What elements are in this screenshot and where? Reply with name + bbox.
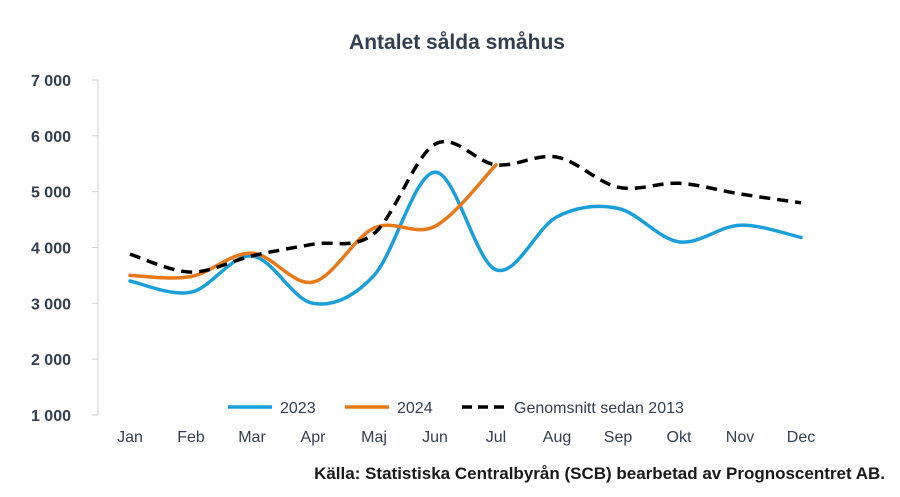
x-tick-label: Sep [604, 429, 633, 446]
legend: 2023 2024 Genomsnitt sedan 2013 [228, 400, 684, 417]
x-tick-label: Jan [117, 429, 143, 446]
x-tick-label: Mar [238, 429, 266, 446]
x-tick-label: Maj [361, 429, 387, 446]
x-tick-label: Dec [787, 429, 815, 446]
source-note: Källa: Statistiska Centralbyrån (SCB) be… [314, 464, 885, 483]
y-tick-label: 2 000 [31, 352, 71, 369]
legend-label: 2024 [397, 400, 433, 417]
legend-label: Genomsnitt sedan 2013 [514, 400, 684, 417]
y-tick-label: 4 000 [31, 241, 71, 258]
legend-label: 2023 [280, 400, 316, 417]
y-tick-label: 1 000 [31, 408, 71, 425]
x-tick-label: Okt [667, 429, 692, 446]
y-tick-label: 6 000 [31, 129, 71, 146]
x-tick-label: Jul [486, 429, 506, 446]
series-line-2 [129, 140, 802, 274]
series-line-1 [128, 163, 498, 284]
chart-title: Antalet sålda småhus [349, 31, 565, 54]
y-tick-label: 3 000 [31, 296, 71, 313]
x-tick-label: Jun [422, 429, 448, 446]
y-tick-label: 7 000 [31, 73, 71, 90]
x-tick-label: Aug [543, 429, 571, 446]
x-tick-label: Apr [301, 429, 327, 446]
y-tick-label: 5 000 [31, 185, 71, 202]
axis-layer: 1 000 2 000 3 000 4 000 5 000 6 000 7 000 Jan Fe… [31, 73, 815, 446]
series-line-0 [128, 170, 803, 306]
x-tick-label: Feb [177, 429, 205, 446]
x-tick-label: Nov [726, 429, 754, 446]
series-layer [128, 140, 803, 306]
